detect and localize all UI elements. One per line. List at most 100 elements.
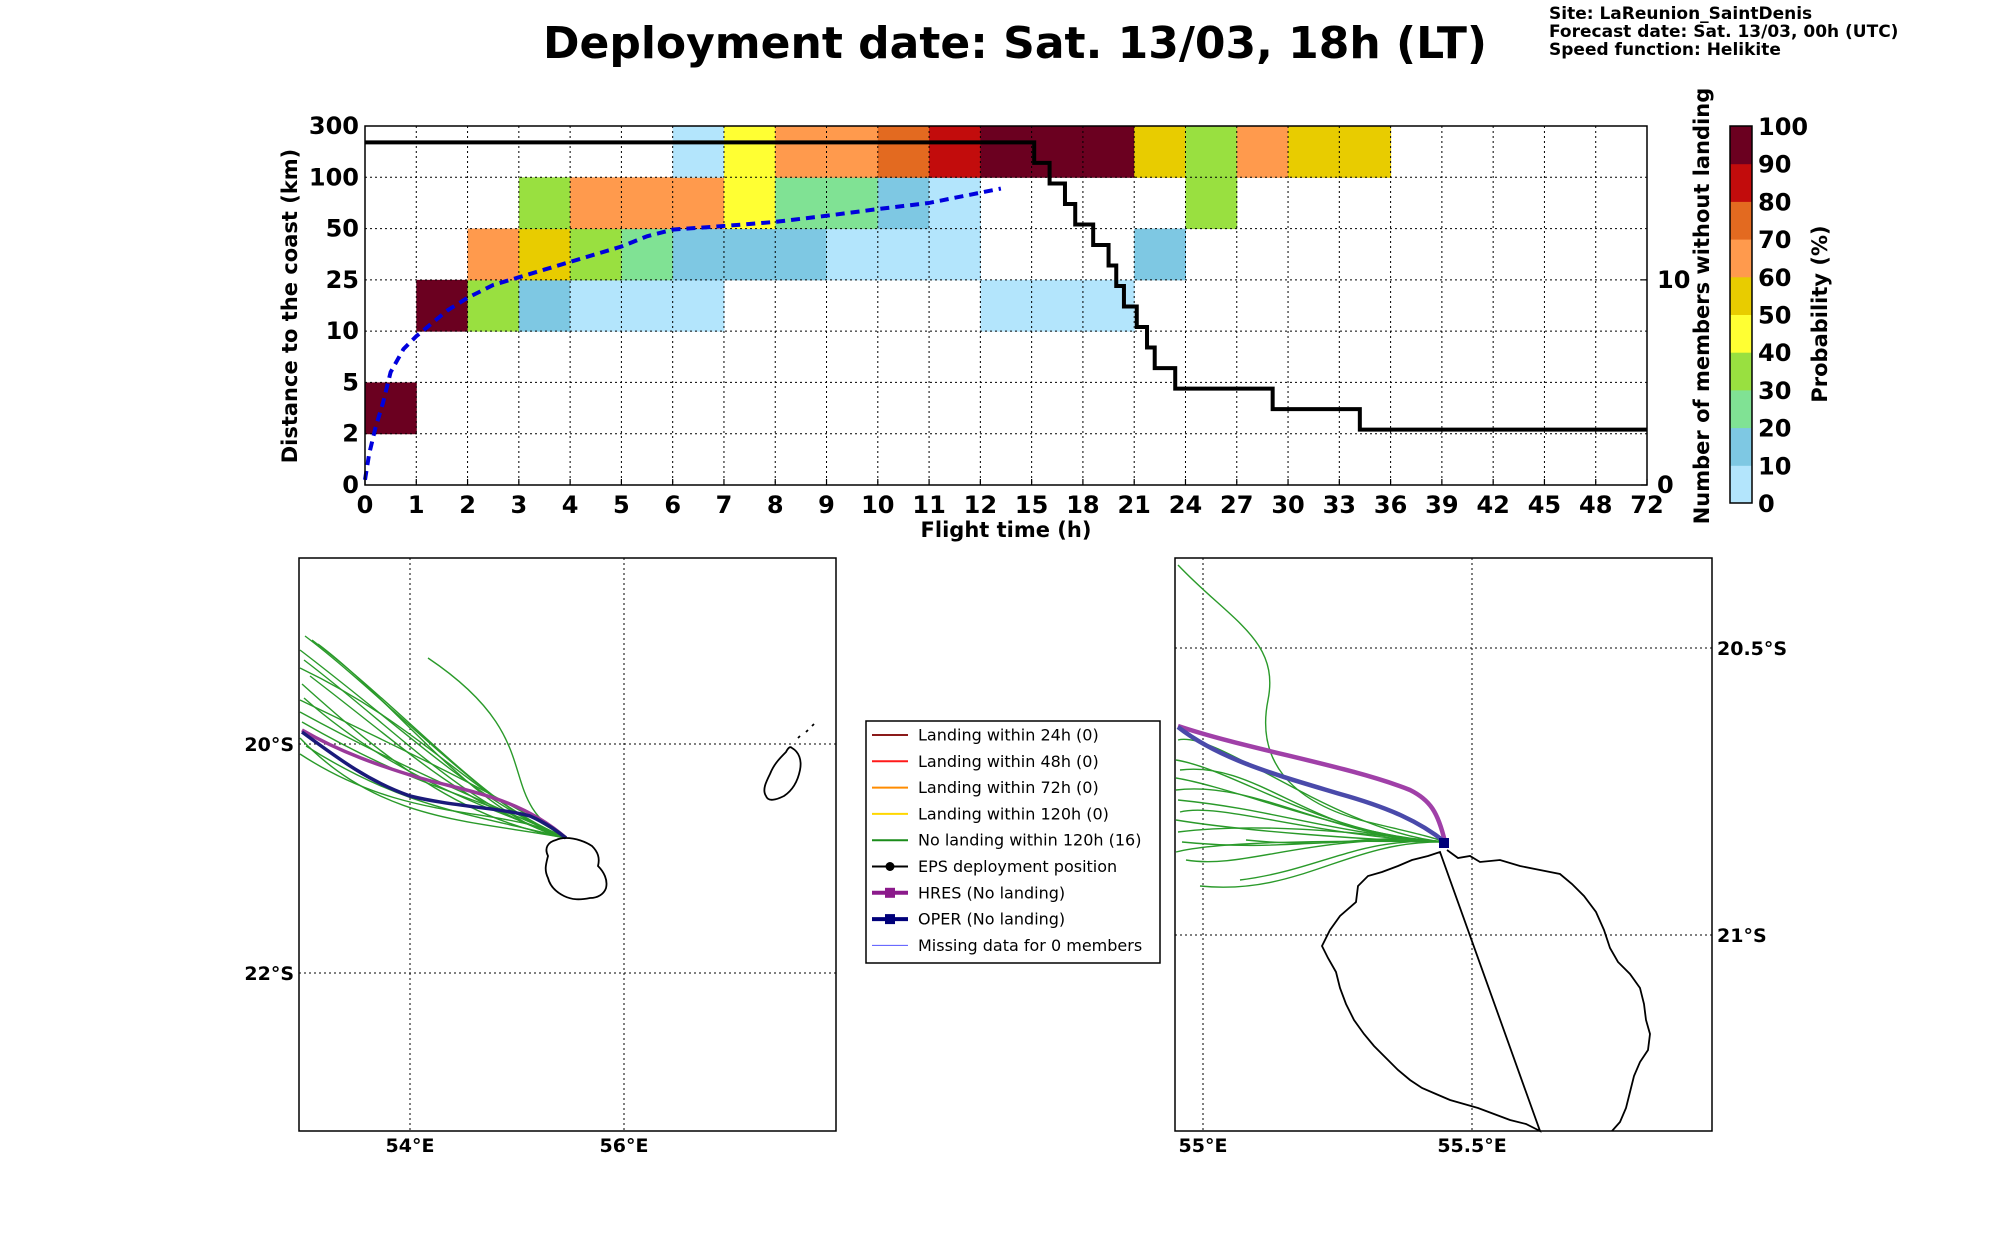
map-left-lat-label: 20°S — [244, 734, 294, 756]
colorbar-tick-label: 50 — [1758, 302, 1791, 330]
heatmap-cell — [929, 228, 981, 281]
legend-item-label: HRES (No landing) — [918, 883, 1065, 902]
x-tick-label: 1 — [408, 491, 425, 519]
heatmap-cell — [365, 382, 417, 435]
heatmap-cell — [929, 177, 981, 230]
probability-colorbar: 0 10 20 30 40 50 60 70 80 90 100 Probability (%) — [1729, 113, 1832, 518]
mean-distance-dashed-line — [363, 186, 1002, 481]
right-tick-label: 10 — [1657, 266, 1690, 294]
trajectory-map-overview: 20°S 22°S 54°E 56°E — [244, 557, 837, 1157]
x-tick-label: 72 — [1630, 491, 1663, 519]
reunion-island-outline-left — [544, 837, 608, 901]
x-tick-label: 4 — [562, 491, 579, 519]
ensemble-member-track — [1199, 841, 1446, 888]
heatmap-cells — [365, 126, 1392, 435]
ensemble-member-track — [1185, 839, 1446, 863]
speed-function-label: Speed function: Helikite — [1549, 40, 1781, 60]
colorbar-swatch — [1730, 427, 1752, 466]
heatmap-cell — [1236, 126, 1289, 178]
colorbar-tick-label: 30 — [1758, 377, 1791, 405]
ensemble-member-track — [1239, 840, 1446, 881]
right-tick-label: 0 — [1657, 471, 1674, 499]
heatmap-cell — [570, 279, 622, 332]
colorbar-swatch — [1730, 389, 1752, 429]
y-tick-label: 0 — [342, 471, 359, 499]
colorbar-swatch — [1730, 201, 1752, 240]
heatmap-cell — [1134, 126, 1186, 178]
heatmap-cell — [929, 126, 981, 178]
x-tick-label: 5 — [613, 491, 630, 519]
x-tick-label: 39 — [1425, 491, 1458, 519]
map-right-lon-label: 55.5°E — [1437, 1135, 1506, 1157]
ensemble-member-track — [1175, 759, 1446, 843]
heatmap-cell — [672, 126, 725, 178]
x-tick-label: 24 — [1169, 491, 1202, 519]
heatmap-cell — [775, 228, 828, 281]
right-tick-labels: 0 10 — [1641, 266, 1690, 499]
colorbar-tick-label: 100 — [1758, 113, 1808, 141]
colorbar-cells — [1730, 126, 1752, 504]
heatmap-series — [363, 140, 1647, 481]
x-tick-label: 42 — [1476, 491, 1509, 519]
legend-square-marker — [885, 887, 895, 898]
colorbar-swatch — [1730, 239, 1752, 278]
y-tick-label: 50 — [326, 215, 359, 243]
x-tick-labels: 0 1 2 3 4 5 6 7 8 9 10 11 12 15 18 21 24 27 30 33 36 39 42 45 48… — [357, 479, 1664, 519]
y-tick-label: 100 — [309, 163, 359, 191]
map-left-background — [299, 558, 836, 1131]
y-tick-label: 5 — [342, 368, 359, 396]
heatmap-cell — [1082, 126, 1135, 178]
colorbar-tick-labels: 0 10 20 30 40 50 60 70 80 90 100 — [1758, 113, 1808, 518]
map-left-gridlines — [299, 558, 836, 1131]
legend-item-label: Missing data for 0 members — [918, 936, 1142, 955]
legend-item-label: Landing within 72h (0) — [918, 778, 1099, 797]
legend-item-label: Landing within 120h (0) — [918, 804, 1109, 823]
colorbar-label: Probability (%) — [1808, 225, 1832, 402]
heatmap-cell — [775, 126, 828, 178]
ensemble-member-track — [301, 721, 567, 839]
legend-item-label: Landing within 24h (0) — [918, 726, 1099, 745]
x-tick-label: 10 — [861, 491, 894, 519]
heatmap-cell — [518, 177, 571, 230]
heatmap-cell — [518, 279, 571, 332]
colorbar-tick-label: 10 — [1758, 452, 1791, 480]
heatmap-cell — [723, 177, 776, 230]
heatmap-cell — [1185, 177, 1238, 230]
heatmap-cell — [621, 177, 674, 230]
x-tick-label: 9 — [818, 491, 835, 519]
heatmap-cell — [877, 126, 930, 178]
x-tick-label: 6 — [664, 491, 681, 519]
map-left-lon-label: 54°E — [386, 1135, 435, 1157]
trajectory-legend: Landing within 24h (0) Landing within 48h… — [865, 720, 1161, 964]
map-right-gridlines — [1175, 558, 1712, 1131]
x-tick-label: 11 — [912, 491, 945, 519]
x-tick-label: 8 — [767, 491, 784, 519]
colorbar-tick-label: 90 — [1758, 151, 1791, 179]
legend-item-label: No landing within 120h (16) — [918, 831, 1141, 850]
heatmap-cell — [621, 279, 674, 332]
x-axis-label: Flight time (h) — [921, 518, 1092, 542]
x-tick-label: 0 — [357, 491, 374, 519]
colorbar-swatch — [1730, 163, 1752, 202]
right-axis-label: Number of members without landing — [1690, 88, 1714, 525]
colorbar-frame — [1729, 125, 1753, 504]
colorbar-swatch — [1730, 126, 1752, 165]
site-label: Site: LaReunion_SaintDenis — [1549, 4, 1812, 24]
ensemble-member-track — [1245, 838, 1446, 844]
legend-frame — [865, 720, 1161, 964]
x-tick-label: 15 — [1015, 491, 1048, 519]
colorbar-swatch — [1730, 314, 1752, 353]
legend-item-label: Landing within 48h (0) — [918, 752, 1099, 771]
ensemble-member-track — [1177, 564, 1446, 843]
y-tick-label: 10 — [326, 317, 359, 345]
colorbar-swatch — [1730, 276, 1752, 315]
heatmap-cell — [1288, 126, 1340, 178]
heatmap-cell — [518, 228, 571, 281]
heatmap-cell — [416, 279, 469, 332]
x-tick-label: 7 — [716, 491, 733, 519]
colorbar-tick-label: 60 — [1758, 264, 1791, 292]
heatmap-frame — [364, 125, 1648, 486]
x-tick-label: 30 — [1271, 491, 1304, 519]
